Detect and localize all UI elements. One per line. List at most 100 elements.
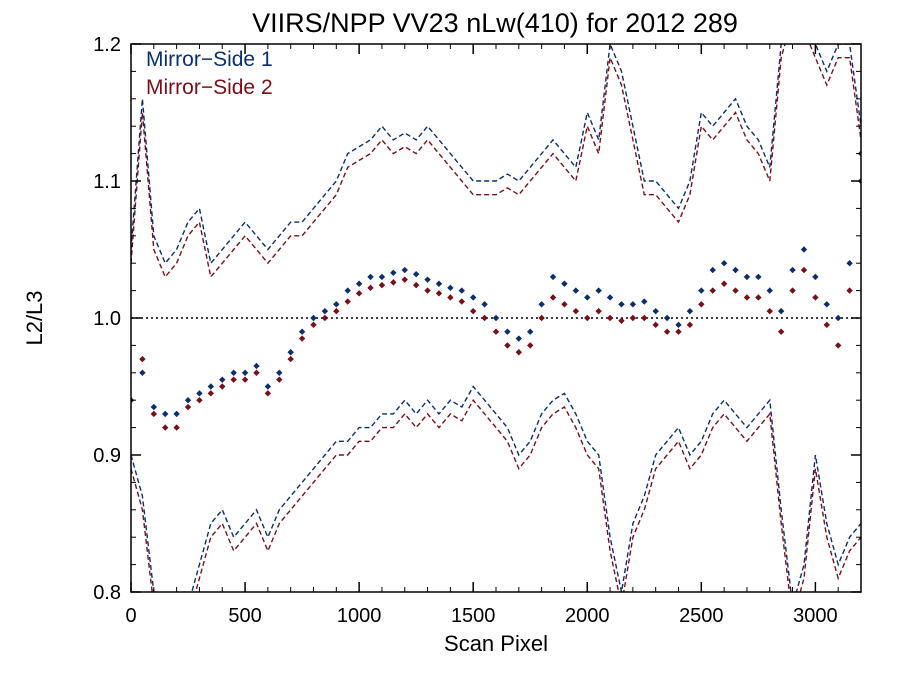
point-series-1 <box>595 287 602 294</box>
point-series-1 <box>709 266 716 274</box>
point-series-1 <box>401 266 408 274</box>
point-series-2 <box>618 317 625 324</box>
point-series-1 <box>276 369 283 376</box>
x-tick-label: 500 <box>228 605 261 627</box>
point-series-2 <box>344 298 351 305</box>
point-series-1 <box>515 335 523 342</box>
point-series-1 <box>390 269 397 276</box>
point-series-2 <box>378 281 386 289</box>
point-series-2 <box>298 335 306 342</box>
point-series-2 <box>823 321 830 329</box>
point-series-2 <box>241 376 249 383</box>
point-series-1 <box>584 294 591 301</box>
point-series-1 <box>481 301 488 308</box>
point-series-1 <box>663 314 671 322</box>
point-series-1 <box>743 273 751 281</box>
point-series-2 <box>173 424 180 431</box>
point-series-2 <box>686 321 694 329</box>
point-series-1 <box>606 294 614 301</box>
y-axis: 0.8 0.9 1.0 1.1 1.2 <box>93 34 861 604</box>
x-tick-label: 2500 <box>679 605 724 627</box>
point-series-2 <box>663 328 671 335</box>
point-series-1 <box>355 280 363 287</box>
point-series-1 <box>321 307 329 315</box>
point-series-1 <box>241 369 249 376</box>
point-series-2 <box>800 266 808 274</box>
point-series-2 <box>755 294 762 301</box>
y-tick-label: 1.1 <box>93 171 121 193</box>
point-series-1 <box>310 314 317 322</box>
point-series-2 <box>264 390 272 397</box>
point-series-1 <box>777 307 785 315</box>
point-series-2 <box>549 294 557 301</box>
point-series-2 <box>412 281 420 289</box>
point-series-2 <box>230 376 237 383</box>
point-series-1 <box>834 314 842 322</box>
point-series-1 <box>686 307 694 315</box>
point-series-1 <box>253 362 260 370</box>
x-tick-label: 3000 <box>793 605 838 627</box>
point-series-2 <box>481 314 488 322</box>
chart-title: VIIRS/NPP VV23 nLw(410) for 2012 289 <box>252 8 738 38</box>
point-series-2 <box>469 307 477 315</box>
point-series-1 <box>150 403 158 411</box>
point-series-2 <box>595 307 602 315</box>
point-series-2 <box>720 280 728 287</box>
point-series-1 <box>755 273 762 281</box>
point-series-1 <box>492 314 500 322</box>
point-series-2 <box>276 376 283 383</box>
point-series-2 <box>310 321 317 329</box>
point-series-1 <box>846 260 853 267</box>
point-series-1 <box>504 328 511 335</box>
plot-area <box>131 44 861 592</box>
point-series-2 <box>355 290 363 297</box>
point-series-2 <box>538 314 545 322</box>
x-tick-label: 0 <box>125 605 136 627</box>
y-tick-label: 0.9 <box>93 445 121 467</box>
point-series-1 <box>561 280 568 287</box>
point-series-2 <box>766 307 773 315</box>
point-series-2 <box>675 328 682 335</box>
point-series-2 <box>584 314 591 322</box>
x-tick-label: 1000 <box>337 605 382 627</box>
point-series-2 <box>777 328 785 335</box>
point-series-1 <box>184 397 192 404</box>
point-series-2 <box>812 294 819 301</box>
point-series-2 <box>504 342 511 349</box>
point-series-2 <box>834 342 842 349</box>
point-series-2 <box>424 287 431 294</box>
point-series-1 <box>196 390 203 397</box>
point-series-1 <box>675 321 682 329</box>
point-series-1 <box>766 287 773 294</box>
point-series-2 <box>606 314 614 322</box>
y-tick-label: 0.8 <box>93 582 121 604</box>
point-series-1 <box>641 298 648 305</box>
point-series-2 <box>287 355 294 363</box>
point-series-2 <box>447 294 454 301</box>
point-series-2 <box>367 284 374 292</box>
point-series-1 <box>139 369 146 376</box>
scatter-points <box>131 150 861 431</box>
point-series-2 <box>492 328 500 335</box>
point-series-1 <box>652 307 659 315</box>
point-series-2 <box>139 355 146 363</box>
point-series-2 <box>652 321 659 329</box>
point-series-2 <box>743 294 751 301</box>
point-series-1 <box>378 273 386 281</box>
point-series-2 <box>629 314 637 322</box>
x-axis: 0 500 1000 1500 2000 2500 3000 <box>125 44 839 627</box>
x-axis-label: Scan Pixel <box>444 631 548 656</box>
point-series-2 <box>401 276 408 283</box>
point-series-1 <box>173 410 180 418</box>
point-series-2 <box>196 397 203 404</box>
point-series-1 <box>629 301 637 308</box>
upper-dashed-line-series-2 <box>131 44 861 279</box>
point-series-2 <box>698 301 705 308</box>
point-series-2 <box>709 287 716 294</box>
y-tick-label: 1.2 <box>93 34 121 56</box>
point-series-1 <box>287 349 294 356</box>
point-series-1 <box>572 287 580 294</box>
point-series-1 <box>435 280 443 287</box>
y-tick-label: 1.0 <box>93 308 121 330</box>
